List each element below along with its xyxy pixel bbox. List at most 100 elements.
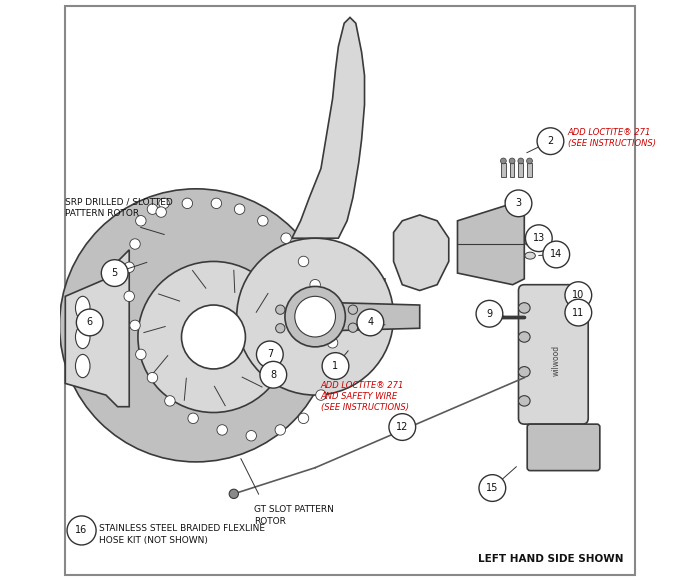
Circle shape — [217, 425, 228, 435]
Text: 11: 11 — [572, 307, 584, 318]
Circle shape — [256, 341, 284, 368]
Circle shape — [328, 367, 338, 377]
Circle shape — [159, 198, 169, 209]
Text: wilwood: wilwood — [552, 345, 561, 376]
Circle shape — [281, 233, 291, 243]
Text: 10: 10 — [572, 290, 584, 300]
Circle shape — [505, 190, 532, 217]
Polygon shape — [393, 215, 449, 290]
Circle shape — [124, 291, 134, 302]
Circle shape — [276, 324, 285, 333]
Circle shape — [136, 216, 146, 226]
Text: LEFT HAND SIDE SHOWN: LEFT HAND SIDE SHOWN — [478, 554, 623, 564]
Text: STAINLESS STEEL BRAIDED FLEXLINE
HOSE KIT (NOT SHOWN): STAINLESS STEEL BRAIDED FLEXLINE HOSE KI… — [99, 525, 265, 544]
Text: 7: 7 — [267, 349, 273, 360]
Circle shape — [537, 128, 564, 155]
Circle shape — [188, 413, 198, 424]
Text: GT SLOT PATTERN
ROTOR: GT SLOT PATTERN ROTOR — [254, 505, 334, 526]
Circle shape — [124, 262, 134, 272]
Circle shape — [526, 158, 533, 164]
Circle shape — [328, 338, 338, 348]
Circle shape — [60, 189, 332, 462]
Bar — [269, 364, 276, 375]
Circle shape — [276, 305, 285, 314]
Text: 9: 9 — [486, 309, 493, 319]
Circle shape — [565, 299, 592, 326]
Circle shape — [102, 260, 128, 286]
Ellipse shape — [525, 239, 536, 246]
Circle shape — [565, 282, 592, 309]
Circle shape — [476, 300, 503, 327]
Ellipse shape — [76, 296, 90, 320]
Polygon shape — [280, 279, 385, 343]
Circle shape — [357, 309, 384, 336]
Ellipse shape — [519, 303, 530, 313]
Circle shape — [321, 309, 332, 319]
Text: 15: 15 — [486, 483, 498, 493]
Text: 8: 8 — [270, 370, 276, 380]
Ellipse shape — [519, 332, 530, 342]
Circle shape — [229, 489, 239, 498]
Polygon shape — [315, 302, 420, 331]
Circle shape — [136, 349, 146, 360]
Circle shape — [349, 323, 358, 332]
Circle shape — [258, 216, 268, 226]
Circle shape — [543, 241, 570, 268]
Circle shape — [237, 238, 393, 395]
Circle shape — [164, 396, 175, 406]
Circle shape — [234, 204, 245, 214]
Circle shape — [298, 256, 309, 267]
Circle shape — [147, 372, 158, 383]
Circle shape — [298, 413, 309, 424]
Circle shape — [500, 158, 506, 164]
Circle shape — [211, 198, 222, 209]
Ellipse shape — [519, 367, 530, 377]
FancyBboxPatch shape — [527, 424, 600, 471]
Circle shape — [182, 198, 192, 209]
Circle shape — [322, 353, 349, 379]
Bar — [510, 163, 514, 177]
Circle shape — [147, 204, 158, 214]
Text: 2: 2 — [547, 136, 554, 146]
Bar — [527, 163, 532, 177]
Circle shape — [138, 261, 289, 413]
Ellipse shape — [505, 198, 514, 203]
Circle shape — [156, 207, 167, 217]
Polygon shape — [458, 203, 524, 285]
Text: 4: 4 — [368, 317, 373, 328]
Ellipse shape — [514, 195, 523, 200]
Ellipse shape — [525, 252, 536, 259]
Text: ADD LOCTITE® 271
AND SAFETY WIRE
(SEE INSTRUCTIONS): ADD LOCTITE® 271 AND SAFETY WIRE (SEE IN… — [321, 381, 409, 412]
Text: 14: 14 — [550, 249, 562, 260]
Text: 1: 1 — [332, 361, 339, 371]
Circle shape — [130, 239, 140, 249]
Text: 12: 12 — [396, 422, 409, 432]
Ellipse shape — [519, 396, 530, 406]
Circle shape — [316, 390, 326, 400]
Circle shape — [275, 425, 286, 435]
Circle shape — [181, 305, 246, 369]
Ellipse shape — [76, 354, 90, 378]
Text: 6: 6 — [87, 317, 93, 328]
Text: 5: 5 — [111, 268, 118, 278]
Circle shape — [295, 296, 335, 337]
Text: 3: 3 — [515, 198, 522, 209]
Circle shape — [518, 158, 524, 164]
Text: SRP DRILLED / SLOTTED
PATTERN ROTOR: SRP DRILLED / SLOTTED PATTERN ROTOR — [65, 198, 173, 218]
Ellipse shape — [76, 325, 90, 349]
Circle shape — [246, 431, 256, 441]
Circle shape — [285, 286, 345, 347]
Circle shape — [509, 158, 515, 164]
Circle shape — [67, 516, 96, 545]
Text: ADD LOCTITE® 271
(SEE INSTRUCTIONS): ADD LOCTITE® 271 (SEE INSTRUCTIONS) — [568, 128, 656, 148]
Circle shape — [479, 475, 505, 501]
Bar — [501, 163, 505, 177]
Circle shape — [130, 320, 140, 331]
Polygon shape — [65, 250, 130, 407]
FancyBboxPatch shape — [519, 285, 588, 424]
Text: 13: 13 — [533, 233, 545, 243]
Bar — [266, 344, 273, 354]
Circle shape — [76, 309, 103, 336]
Polygon shape — [292, 17, 365, 238]
Circle shape — [389, 414, 416, 440]
